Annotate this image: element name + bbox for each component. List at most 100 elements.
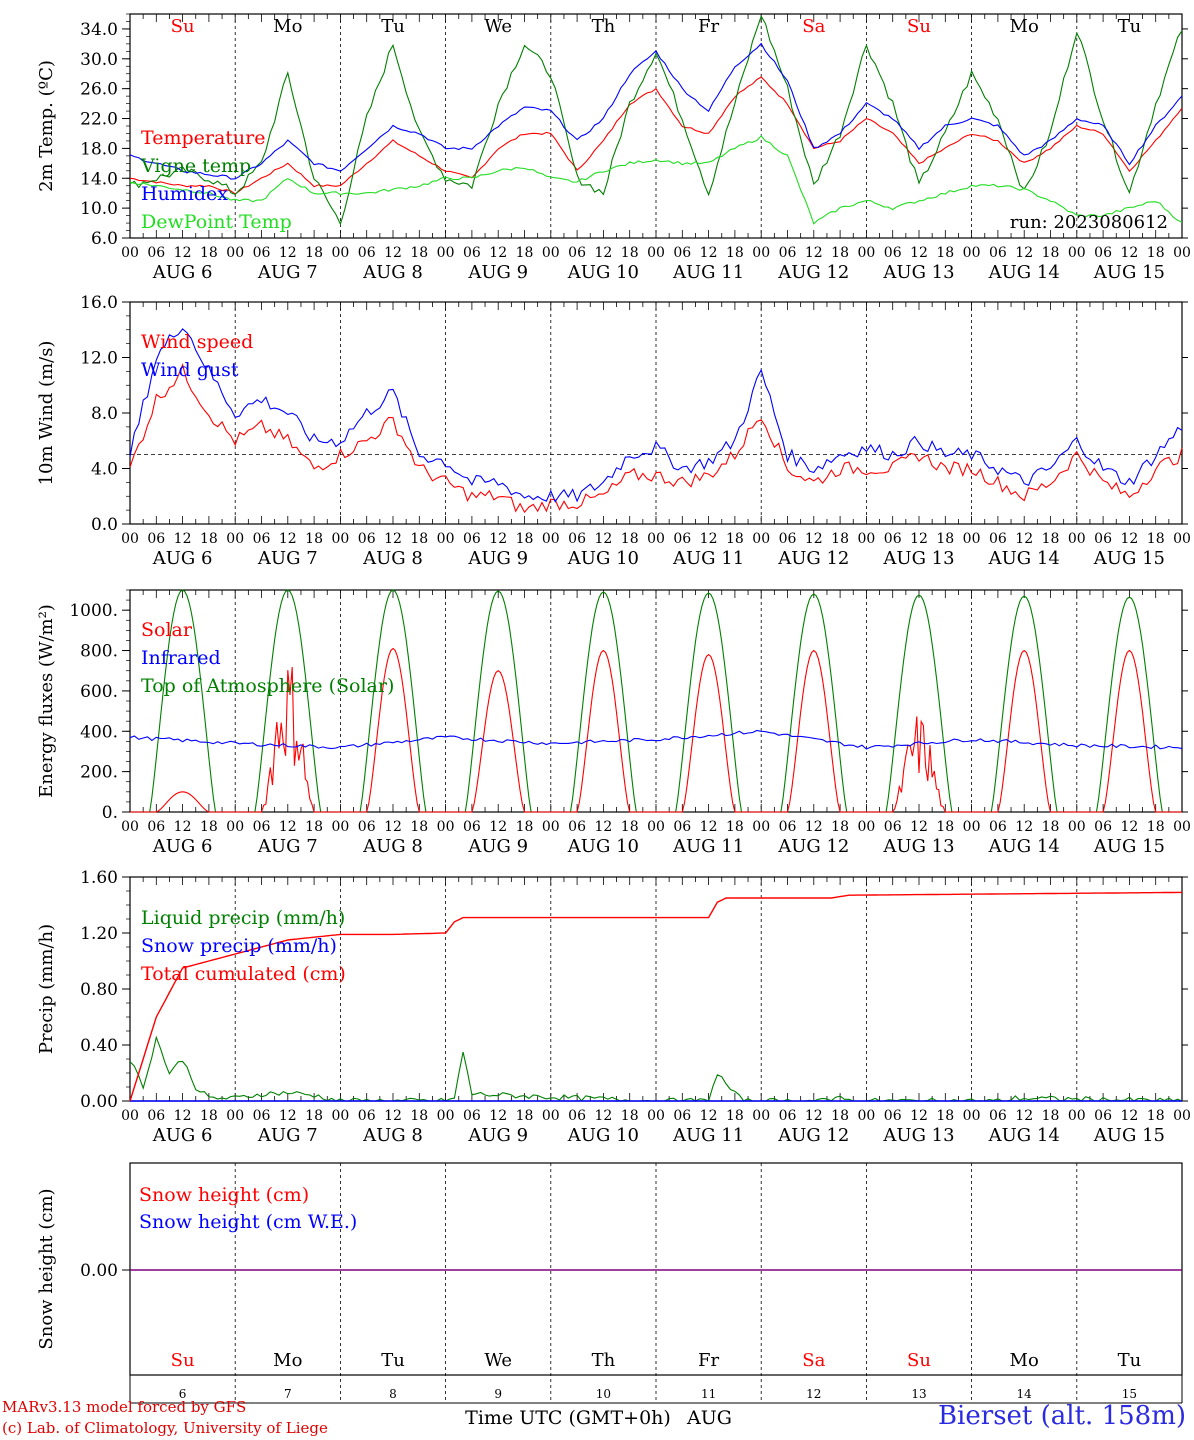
- hour-tick-label: 12: [279, 531, 297, 547]
- hour-tick-label: 00: [121, 819, 139, 835]
- hour-tick-label: 06: [1094, 245, 1112, 261]
- weekday-label: Su: [907, 16, 931, 37]
- hour-tick-label: 00: [1173, 245, 1191, 261]
- legend-entry: Solar: [141, 619, 193, 641]
- hour-tick-label: 12: [910, 531, 928, 547]
- hour-tick-label: 12: [910, 819, 928, 835]
- date-label: AUG 8: [362, 836, 423, 857]
- hour-tick-label: 00: [963, 819, 981, 835]
- hour-tick-label: 06: [989, 819, 1007, 835]
- hour-tick-label: 06: [463, 819, 481, 835]
- y-tick-label: 400.: [80, 722, 118, 742]
- date-label: AUG 9: [467, 548, 528, 569]
- y-tick-label: 800.: [80, 642, 118, 662]
- hour-tick-label: 06: [358, 245, 376, 261]
- hour-tick-label: 00: [542, 819, 560, 835]
- date-label: AUG 14: [988, 1125, 1060, 1146]
- y-tick-label: 0.00: [80, 1092, 118, 1112]
- hour-tick-label: 06: [989, 531, 1007, 547]
- panel-5: 0.00 Snow height (cm) Snow height (cm) Snow…: [36, 1162, 1183, 1429]
- hour-tick-label: 12: [1120, 1108, 1138, 1124]
- hour-tick-label: 12: [805, 245, 823, 261]
- hour-tick-label: 06: [884, 1108, 902, 1124]
- hour-tick-label: 18: [1042, 531, 1060, 547]
- hour-tick-label: 00: [226, 1108, 244, 1124]
- hour-tick-label: 18: [410, 245, 428, 261]
- series-line: [129, 328, 1183, 503]
- hour-tick-label: 18: [726, 1108, 744, 1124]
- date-label: AUG 8: [362, 548, 423, 569]
- hour-tick-label: 18: [200, 1108, 218, 1124]
- hour-tick-label: 00: [752, 819, 770, 835]
- hour-tick-label: 06: [779, 819, 797, 835]
- hour-tick-label: 12: [1015, 531, 1033, 547]
- hour-tick-label: 12: [594, 819, 612, 835]
- y-tick-label: 0.0: [91, 515, 118, 535]
- date-label: AUG 11: [672, 548, 744, 569]
- hour-tick-label: 06: [673, 245, 691, 261]
- y-tick-label: 16.0: [80, 293, 118, 313]
- hour-tick-label: 18: [621, 819, 639, 835]
- y-tick-label: 26.0: [80, 80, 118, 100]
- weekday-label: Sa: [802, 1350, 825, 1371]
- y-tick-label: 0.40: [80, 1036, 118, 1056]
- day-number-label: 10: [596, 1387, 611, 1401]
- hour-tick-label: 00: [857, 531, 875, 547]
- hour-tick-label: 00: [1173, 819, 1191, 835]
- hour-tick-label: 12: [805, 1108, 823, 1124]
- hour-tick-label: 00: [226, 245, 244, 261]
- date-label: AUG 12: [777, 262, 849, 283]
- y-tick-label: 22.0: [80, 110, 118, 130]
- hour-tick-label: 12: [384, 245, 402, 261]
- hour-tick-label: 06: [463, 245, 481, 261]
- weekday-label: Tu: [1118, 1350, 1142, 1371]
- weekday-label: Mo: [1010, 1350, 1039, 1371]
- hour-tick-label: 00: [752, 1108, 770, 1124]
- hour-tick-label: 12: [384, 1108, 402, 1124]
- hour-tick-label: 00: [857, 245, 875, 261]
- hour-tick-label: 18: [200, 819, 218, 835]
- hour-tick-label: 00: [226, 819, 244, 835]
- hour-tick-label: 18: [516, 245, 534, 261]
- y-tick-label: 30.0: [80, 50, 118, 70]
- hour-tick-label: 12: [279, 1108, 297, 1124]
- series-line: [129, 729, 1183, 750]
- weekday-label: Fr: [698, 16, 719, 37]
- hour-tick-label: 18: [516, 531, 534, 547]
- date-label: AUG 11: [672, 1125, 744, 1146]
- legend-entry: Top of Atmosphere (Solar): [141, 675, 394, 697]
- panel-2: 0.0 4.0 8.0 12.0 16.0 10m Wind (m/s) 00 06 12 18 0…: [36, 293, 1191, 569]
- hour-tick-label: 18: [305, 819, 323, 835]
- hour-tick-label: 00: [542, 245, 560, 261]
- day-number-label: 7: [284, 1387, 292, 1401]
- hour-tick-label: 06: [779, 1108, 797, 1124]
- run-annotation: run: 2023080612: [1010, 212, 1168, 233]
- hour-tick-label: 06: [147, 819, 165, 835]
- date-label: AUG 12: [777, 836, 849, 857]
- hour-tick-label: 18: [516, 819, 534, 835]
- legend-entry: Wind speed: [141, 331, 253, 353]
- hour-tick-label: 18: [831, 1108, 849, 1124]
- hour-tick-label: 18: [1042, 819, 1060, 835]
- weekday-label: Mo: [273, 16, 302, 37]
- hour-tick-label: 00: [752, 531, 770, 547]
- hour-tick-label: 18: [726, 245, 744, 261]
- hour-tick-label: 00: [121, 245, 139, 261]
- hour-tick-label: 18: [305, 245, 323, 261]
- y-axis-label: Energy fluxes (W/m²): [36, 604, 57, 798]
- hour-tick-label: 12: [1015, 245, 1033, 261]
- panel-1: 6.0 10.0 14.0 18.0 22.0 26.0 30.0 34.0 2m Temp. …: [36, 13, 1191, 283]
- hour-tick-label: 06: [463, 1108, 481, 1124]
- y-tick-label: 4.0: [91, 460, 118, 480]
- date-label: AUG 8: [362, 262, 423, 283]
- date-label: AUG 12: [777, 548, 849, 569]
- hour-tick-label: 18: [936, 531, 954, 547]
- hour-tick-label: 00: [647, 819, 665, 835]
- hour-tick-label: 06: [779, 531, 797, 547]
- day-number-label: 13: [911, 1387, 926, 1401]
- hour-tick-label: 00: [331, 819, 349, 835]
- date-label: AUG 10: [567, 548, 639, 569]
- date-label: AUG 9: [467, 262, 528, 283]
- hour-tick-label: 18: [410, 531, 428, 547]
